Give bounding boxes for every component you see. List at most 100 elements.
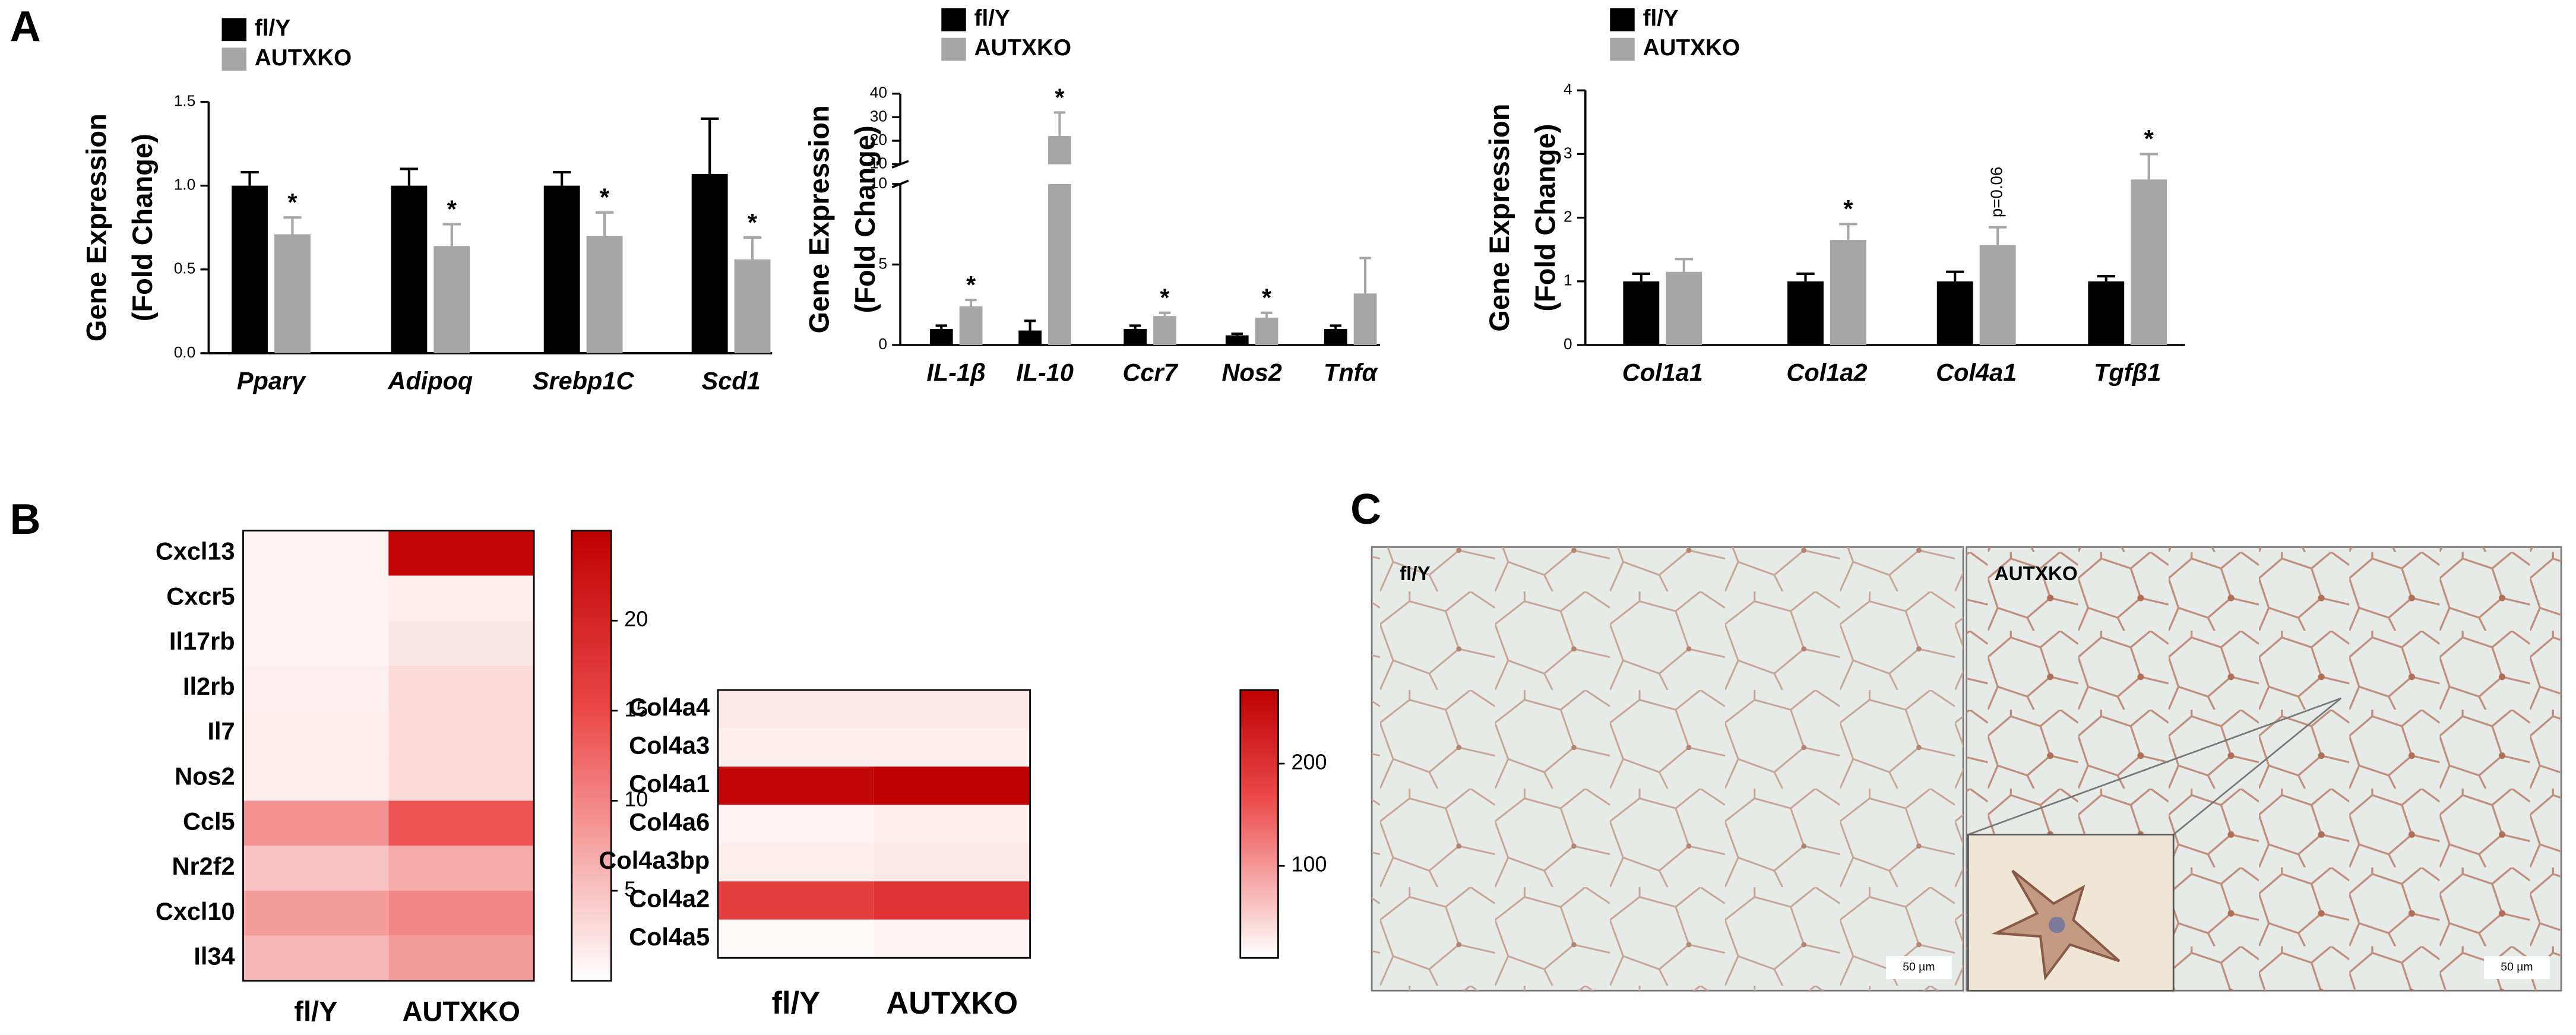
heatmap-cell (388, 575, 534, 621)
x-tick-label: Pparγ (237, 367, 306, 395)
bar (1225, 335, 1249, 346)
x-tick-label: Adipoq (387, 367, 473, 395)
scale-bar-box (1886, 956, 1952, 979)
heatmap-cell (243, 530, 389, 576)
annotation: * (600, 183, 610, 211)
inset-line (1967, 697, 2341, 835)
y-tick-label: 0 (878, 335, 887, 353)
heatmap-cell (243, 891, 389, 936)
row-label: Cxcr5 (166, 582, 235, 610)
heatmap-cell (874, 805, 1030, 843)
heatmap-cell (388, 800, 534, 846)
heatmap-cell (243, 666, 389, 711)
row-label: Il2rb (183, 672, 235, 700)
row-label: Nr2f2 (172, 852, 235, 880)
y-tick-label: 1.5 (174, 91, 196, 109)
legend-label: fl/Y (974, 5, 1010, 31)
heatmap-cell (243, 935, 389, 981)
legend-label: fl/Y (255, 15, 290, 41)
y-tick-label: 5 (878, 254, 887, 272)
heatmap-cell (388, 666, 534, 711)
bar (1048, 136, 1071, 164)
row-label: Cxcl13 (156, 537, 235, 565)
x-tick-label: Ccr7 (1122, 359, 1178, 387)
heatmap-cell (874, 881, 1030, 920)
y-tick-label: 4 (1564, 80, 1572, 98)
row-label: Col4a2 (629, 884, 710, 912)
legend-swatch (1610, 8, 1635, 31)
heatmap-cell (717, 805, 874, 843)
y-tick-label: 0.0 (174, 343, 196, 361)
y-tick-label: 10 (870, 174, 887, 192)
colorbar-tick-label: 5 (624, 877, 636, 901)
y-tick-label: 2 (1564, 208, 1572, 226)
y-tick-label: 40 (870, 84, 887, 102)
x-tick-label: Col1a1 (1622, 359, 1703, 387)
legend-label: AUTXKO (255, 45, 352, 71)
annotation: * (2144, 125, 2154, 153)
y-axis-label: (Fold Change) (1530, 124, 1561, 312)
x-tick-label: Scd1 (702, 367, 761, 395)
colorbar-tick-label: 100 (1292, 852, 1327, 876)
heatmap-frame (242, 530, 535, 982)
y-tick-label: 1 (1564, 271, 1572, 289)
bar (1124, 328, 1147, 346)
legend-swatch (221, 18, 246, 42)
heatmap-cell (717, 881, 874, 920)
legend-label: AUTXKO (1643, 35, 1740, 61)
x-tick-label: Col1a2 (1786, 359, 1867, 387)
heatmap-cell (717, 766, 874, 805)
x-tick-label: Tgfβ1 (2094, 359, 2161, 387)
annotation: p=0.06 (1987, 167, 2005, 217)
colorbar-tick-label: 15 (624, 697, 648, 721)
bar (1255, 317, 1278, 346)
panel-label: B (10, 496, 41, 543)
micrograph-texture (1372, 547, 1964, 991)
bar (734, 259, 771, 353)
annotation: * (1262, 284, 1272, 312)
bar (391, 185, 428, 353)
bar (1153, 316, 1176, 346)
heatmap-cell (388, 935, 534, 981)
annotation: * (1843, 195, 1853, 223)
annotation: * (447, 195, 457, 223)
annotation: * (1160, 284, 1170, 312)
y-axis-label: Gene Expression (803, 105, 835, 333)
heatmap-cell (388, 891, 534, 936)
scale-bar-box (2484, 956, 2550, 979)
micrograph-group: fl/Y AUTXKO 50 µm 50 µm (1371, 546, 2562, 992)
column-label: fl/Y (294, 995, 337, 1027)
heatmap-cell (717, 919, 874, 958)
bar (691, 173, 728, 353)
legend-label: AUTXKO (974, 35, 1071, 61)
micrograph-label: fl/Y (1400, 563, 1431, 585)
heatmap-cell (388, 530, 534, 576)
bar (2088, 281, 2125, 346)
legend-swatch (221, 48, 246, 71)
colorbar (1239, 689, 1279, 959)
column-label: AUTXKO (886, 986, 1018, 1021)
bar (1018, 330, 1042, 346)
heatmap-cell (388, 755, 534, 801)
heatmap-frame (717, 689, 1031, 959)
bar (1324, 328, 1347, 346)
heatmap-cell (243, 755, 389, 801)
legend-label: fl/Y (1643, 5, 1679, 31)
heatmap-cell (388, 710, 534, 756)
row-label: Nos2 (175, 762, 235, 790)
colorbar-tick-label: 10 (624, 787, 648, 811)
bar (1048, 183, 1071, 346)
bar (959, 306, 983, 346)
y-axis-label: (Fold Change) (849, 125, 881, 313)
legend-swatch (941, 37, 966, 61)
x-tick-label: Srebp1C (533, 367, 635, 395)
bar (1787, 281, 1824, 346)
y-axis-label: Gene Expression (1483, 104, 1515, 332)
y-axis-label: (Fold Change) (126, 134, 158, 321)
row-label: Ccl5 (183, 807, 235, 835)
y-tick-label: 10 (870, 154, 887, 172)
heatmap-cell (243, 575, 389, 621)
heatmap-cell (243, 846, 389, 891)
bar (586, 236, 623, 353)
